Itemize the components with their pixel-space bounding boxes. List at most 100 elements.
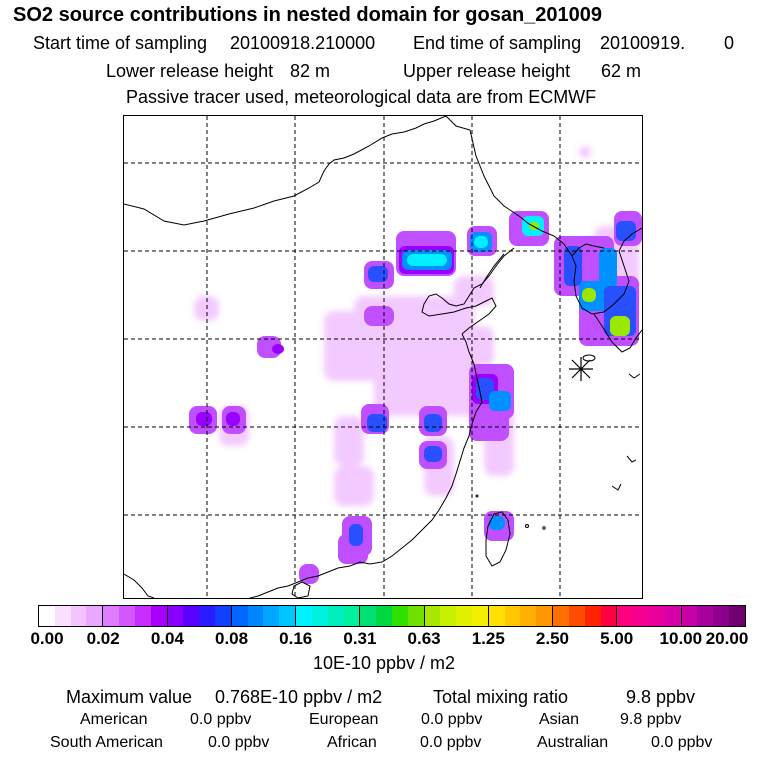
legend-color-cell <box>584 606 601 626</box>
region-european-name: European <box>309 711 379 728</box>
region-australian-value: 0.0 ppbv <box>651 734 713 751</box>
legend-tick-label: 0.02 <box>86 629 120 648</box>
legend-color-cell <box>199 606 215 626</box>
coastlines <box>124 116 642 598</box>
legend-tick-label: 0.63 <box>407 629 441 648</box>
plume-patch <box>394 316 474 386</box>
plume-patch <box>226 412 240 426</box>
upper-height-label: Upper release height <box>403 61 571 81</box>
legend-color-cell <box>327 606 344 626</box>
start-time-value: 20100918.210000 <box>230 33 376 53</box>
region-australian-name: Australian <box>537 734 609 751</box>
legend-tick-label: 5.00 <box>600 629 634 648</box>
legend-color-cell <box>279 606 296 626</box>
legend-color-cell <box>263 606 280 626</box>
legend-color-cell <box>343 606 360 626</box>
legend-color-cell <box>183 606 200 626</box>
legend-segment <box>231 606 297 626</box>
legend-segment <box>103 606 168 626</box>
legend-color-cell <box>247 606 264 626</box>
region-european-value: 0.0 ppbv <box>421 711 483 728</box>
legend-tick-label: 10.00 <box>659 629 703 648</box>
legend-color-cell <box>456 606 473 626</box>
legend-color-cell <box>167 606 184 626</box>
plume-patch <box>272 344 284 354</box>
legend-segment <box>296 606 361 626</box>
legend-segment <box>424 606 489 626</box>
max-value-label: Maximum value <box>66 687 193 707</box>
region-south-american-value: 0.0 ppbv <box>208 734 270 751</box>
plume-patch <box>367 414 387 432</box>
legend-color-cell <box>360 606 377 626</box>
plume-patch <box>349 524 363 546</box>
legend-segment <box>617 606 682 626</box>
legend-tick-label: 0.00 <box>30 629 64 648</box>
legend-color-cell <box>214 606 231 626</box>
legend-segment <box>681 606 745 626</box>
graticule <box>124 116 642 598</box>
plume-patch <box>364 306 394 326</box>
legend-tick-label: 0.04 <box>150 629 184 648</box>
legend-color-cell <box>86 606 103 626</box>
plume-light-layer <box>194 146 639 506</box>
plume-patch <box>196 412 212 426</box>
legend-color-cell <box>633 606 650 626</box>
gosan-receptor-star <box>569 357 593 381</box>
legend-color-cell <box>440 606 457 626</box>
plume-patch <box>579 146 591 158</box>
plume-patch <box>474 236 488 248</box>
legend-color-cell <box>231 606 248 626</box>
plume-patch <box>582 288 596 302</box>
plume-patch <box>464 326 494 366</box>
end-time-extra: 0 <box>724 33 735 53</box>
legend-segment <box>360 606 425 626</box>
plume-patch <box>489 391 511 411</box>
legend-segment <box>167 606 232 626</box>
legend-color-cell <box>488 606 505 626</box>
region-south-american-name: South American <box>50 734 163 751</box>
legend-color-cell <box>504 606 521 626</box>
legend-color-cell <box>472 606 488 626</box>
end-time-label: End time of sampling <box>413 33 582 53</box>
tracer-note: Passive tracer used, meteorological data… <box>126 87 597 107</box>
legend-color-cell <box>103 606 120 626</box>
legend-color-cell <box>681 606 698 626</box>
legend-color-cell <box>134 606 151 626</box>
plume-patch <box>334 466 374 506</box>
plot-title: SO2 source contributions in nested domai… <box>13 4 603 26</box>
plume-patch <box>368 266 388 282</box>
legend-tick-label: 2.50 <box>535 629 569 648</box>
color-legend-bar <box>38 605 746 627</box>
plume-patch <box>334 416 364 466</box>
legend-color-cell <box>407 606 424 626</box>
legend-segment <box>39 606 104 626</box>
total-mixing-label: Total mixing ratio <box>433 687 569 707</box>
legend-color-cell <box>391 606 408 626</box>
plume-patch <box>424 414 442 432</box>
legend-color-cell <box>70 606 87 626</box>
upper-height-value: 62 m <box>601 61 642 81</box>
plume-patch <box>564 246 582 286</box>
plume-patch <box>616 221 636 241</box>
plume-patch <box>599 248 617 288</box>
legend-color-cell <box>697 606 714 626</box>
max-value: 0.768E-10 ppbv / m2 <box>215 687 383 707</box>
map-panel <box>123 115 643 599</box>
legend-color-cell <box>649 606 665 626</box>
plume-patch <box>454 276 494 306</box>
legend-color-cell <box>54 606 71 626</box>
legend-segment <box>553 606 618 626</box>
start-time-label: Start time of sampling <box>33 33 208 53</box>
legend-color-cell <box>617 606 634 626</box>
legend-color-cell <box>150 606 167 626</box>
legend-color-cell <box>664 606 681 626</box>
region-asian-name: Asian <box>539 711 580 728</box>
legend-color-cell <box>424 606 441 626</box>
legend-color-cell <box>39 606 55 626</box>
legend-color-cell <box>600 606 617 626</box>
region-asian-value: 9.8 ppbv <box>620 711 682 728</box>
lower-height-label: Lower release height <box>106 61 274 81</box>
legend-color-cell <box>520 606 537 626</box>
plume-patch <box>424 446 442 462</box>
region-african-value: 0.0 ppbv <box>420 734 482 751</box>
